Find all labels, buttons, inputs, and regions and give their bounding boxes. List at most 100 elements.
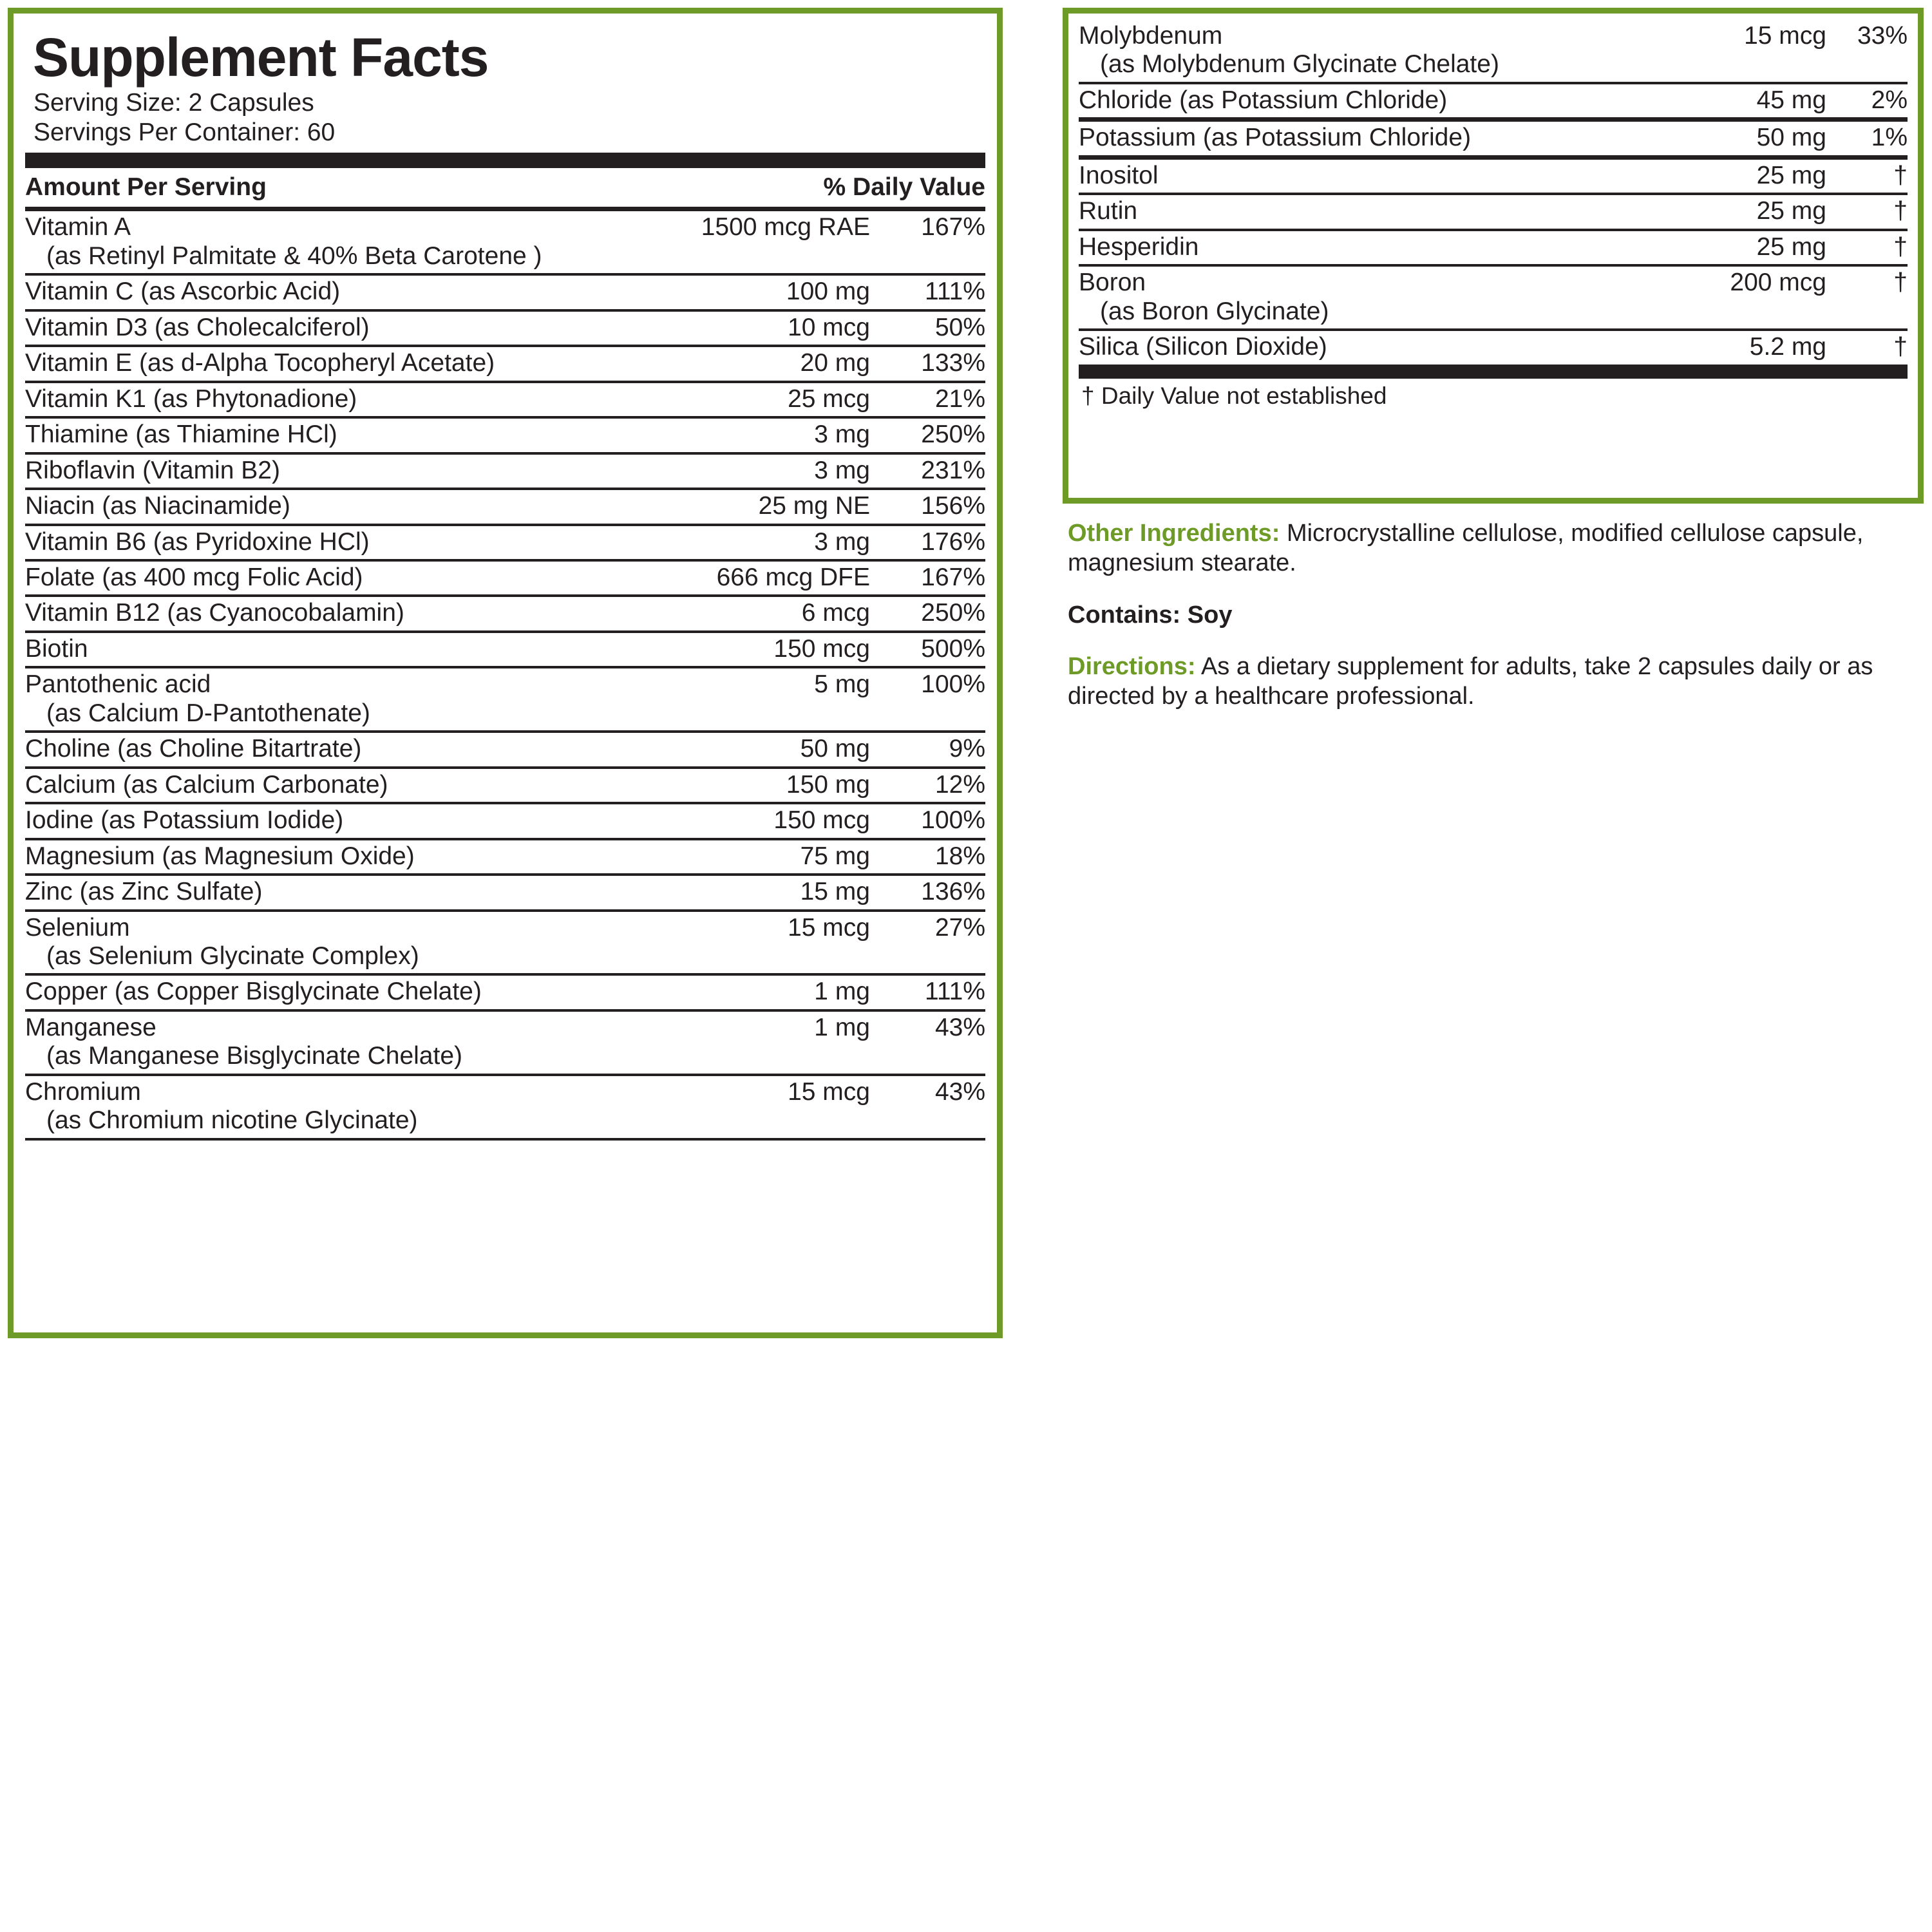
table-row: Iodine (as Potassium Iodide) 150 mcg 100… [25, 802, 985, 839]
nutrient-dv-cell: 18% [873, 837, 985, 875]
nutrient-amount-cell: 15 mcg [1744, 22, 1826, 50]
nutrient-name-cell: Riboflavin (Vitamin B2) [25, 451, 667, 489]
table-row: Magnesium (as Magnesium Oxide) 75 mg 18% [25, 837, 985, 875]
nutrient-name-cell: Vitamin E (as d-Alpha Tocopheryl Acetate… [25, 345, 667, 382]
nutrient-name-cell: Pantothenic acid (as Calcium D-Pantothena… [25, 666, 667, 732]
nutrient-dv-cell: 231% [873, 451, 985, 489]
nutrient-table-right: Molybdenum (as Molybdenum Glycinate Chela… [1079, 20, 1908, 155]
table-header-row: Amount Per Serving % Daily Value [25, 168, 985, 207]
table-row: Hesperidin 25 mg † [1079, 228, 1908, 266]
nutrient-amount-cell: 75 mg [667, 837, 873, 875]
nutrient-amount-cell: 3 mg [667, 523, 873, 561]
table-row: Potassium (as Potassium Chloride) 50 mg … [1079, 117, 1908, 155]
nutrient-dv-cell: 133% [873, 345, 985, 382]
nutrient-name-cell: Vitamin D3 (as Cholecalciferol) [25, 308, 667, 346]
nutrient-amount-cell: 1 mg [667, 973, 873, 1010]
table-row: Pantothenic acid (as Calcium D-Pantothena… [25, 666, 985, 732]
nutrient-dv-cell: 167% [873, 558, 985, 596]
nutrient-name-cell: Copper (as Copper Bisglycinate Chelate) [25, 973, 667, 1010]
nutrient-name-cell: Folate (as 400 mcg Folic Acid) [25, 558, 667, 596]
nutrient-amount-cell: 45 mg [1637, 81, 1830, 120]
nutrient-dv-cell: 43% [873, 1009, 985, 1075]
nutrient-amount-cell: 15 mcg [667, 1073, 873, 1138]
nutrient-dv-cell: † [1830, 264, 1908, 330]
nutrient-name-cell: Biotin [25, 630, 667, 668]
nutrient-amount-cell: 100 mg [667, 273, 873, 310]
other-ingredients-paragraph: Other Ingredients: Microcrystalline cell… [1068, 518, 1924, 578]
nutrient-amount-cell: 150 mg [667, 766, 873, 804]
table-row: Vitamin B6 (as Pyridoxine HCl) 3 mg 176% [25, 523, 985, 561]
table-row: Rutin 25 mg † [1079, 193, 1908, 230]
contains-text: Soy [1187, 601, 1233, 629]
nutrient-dv-cell: 136% [873, 873, 985, 911]
table-row: Boron (as Boron Glycinate) 200 mcg † [1079, 264, 1908, 330]
nutrient-amount-cell: 20 mg [667, 345, 873, 382]
nutrient-dv-cell: 500% [873, 630, 985, 668]
nutrient-name-cell: Chloride (as Potassium Chloride) [1079, 81, 1637, 120]
servings-per-container-line: Servings Per Container: 60 [33, 118, 336, 147]
label-notes-section: Other Ingredients: Microcrystalline cell… [1068, 518, 1924, 712]
page-title: Supplement Facts [33, 27, 489, 88]
nutrient-amount-cell: 25 mg [1756, 161, 1826, 189]
nutrient-rows-left: Vitamin A (as Retinyl Palmitate & 40% Bet… [25, 211, 985, 1138]
table-row: Inositol 25 mg † [1079, 160, 1908, 194]
column-header-daily-value: % Daily Value [823, 173, 985, 202]
nutrient-name-cell: Niacin (as Niacinamide) [25, 488, 667, 525]
other-ingredients-text: Microcrystalline cellulose, modified cel… [1068, 520, 1864, 577]
table-row: Copper (as Copper Bisglycinate Chelate) … [25, 973, 985, 1010]
nutrient-dv-cell: 156% [873, 488, 985, 525]
nutrient-amount-cell: 200 mcg [1637, 264, 1830, 330]
nutrient-name-cell: Chromium (as Chromium nicotine Glycinate) [25, 1073, 667, 1138]
nutrient-dv-cell: 250% [873, 594, 985, 632]
contains-paragraph: Contains: Soy [1068, 600, 1924, 630]
table-row: Selenium (as Selenium Glycinate Complex) … [25, 909, 985, 975]
table-row: Molybdenum (as Molybdenum Glycinate Chela… [1079, 20, 1908, 83]
nutrient-dv-cell: 111% [873, 973, 985, 1010]
nutrient-dv-cell: 21% [873, 380, 985, 418]
table-row: Vitamin D3 (as Cholecalciferol) 10 mcg 5… [25, 308, 985, 346]
nutrient-name-cell: Thiamine (as Thiamine HCl) [25, 416, 667, 453]
nutrient-dv-cell: 111% [873, 273, 985, 310]
table-row: Niacin (as Niacinamide) 25 mg NE 156% [25, 488, 985, 525]
nutrient-name-cell: Inositol [1079, 161, 1159, 189]
table-row: Chromium (as Chromium nicotine Glycinate)… [25, 1073, 985, 1138]
supplement-facts-panel-left: Supplement Facts Serving Size: 2 Capsule… [8, 8, 1003, 1338]
nutrient-dv-cell: 2% [1830, 81, 1908, 120]
nutrient-amount-cell: 150 mcg [667, 630, 873, 668]
nutrient-name-cell: Zinc (as Zinc Sulfate) [25, 873, 667, 911]
contains-label: Contains: [1068, 601, 1181, 629]
nutrient-name-cell: Potassium (as Potassium Chloride) [1079, 117, 1637, 155]
nutrient-amount-cell: 5 mg [667, 666, 873, 732]
nutrient-amount-cell: 50 mg [667, 730, 873, 768]
nutrient-dv-cell: 167% [921, 213, 985, 242]
nutrient-amount-cell: 25 mg [1637, 193, 1830, 230]
table-row: Riboflavin (Vitamin B2) 3 mg 231% [25, 451, 985, 489]
nutrient-dv-cell: 33% [1857, 22, 1908, 50]
nutrient-name-cell: Vitamin B12 (as Cyanocobalamin) [25, 594, 667, 632]
column-header-amount-per-serving: Amount Per Serving [25, 173, 267, 202]
divider-bottom-left-table [25, 1137, 985, 1141]
nutrient-amount-cell: 6 mcg [667, 594, 873, 632]
nutrient-name-cell: Vitamin B6 (as Pyridoxine HCl) [25, 523, 667, 561]
nutrient-name-cell: Manganese (as Manganese Bisglycinate Chel… [25, 1009, 667, 1075]
nutrient-dv-cell: † [1830, 328, 1908, 365]
nutrient-table-left: Amount Per Serving % Daily Value [25, 168, 985, 207]
directions-label: Directions: [1068, 653, 1196, 681]
nutrient-name-cell: Magnesium (as Magnesium Oxide) [25, 837, 667, 875]
divider-thick-bottom-right [1079, 364, 1908, 379]
nutrient-name-cell: Vitamin K1 (as Phytonadione) [25, 380, 667, 418]
nutrient-amount-cell: 1 mg [667, 1009, 873, 1075]
nutrient-table-right-group-b: Inositol 25 mg † Rutin 25 mg † Hesperidi… [1079, 160, 1908, 365]
table-row: Manganese (as Manganese Bisglycinate Chel… [25, 1009, 985, 1075]
table-row: Zinc (as Zinc Sulfate) 15 mg 136% [25, 873, 985, 911]
nutrient-dv-cell: 176% [873, 523, 985, 561]
nutrient-name-cell: Iodine (as Potassium Iodide) [25, 802, 667, 839]
table-row: Vitamin E (as d-Alpha Tocopheryl Acetate… [25, 345, 985, 382]
nutrient-name-cell: Calcium (as Calcium Carbonate) [25, 766, 667, 804]
table-row: Choline (as Choline Bitartrate) 50 mg 9% [25, 730, 985, 768]
nutrient-name-cell: Silica (Silicon Dioxide) [1079, 328, 1637, 365]
nutrient-amount-cell: 15 mcg [667, 909, 873, 975]
nutrient-amount-cell: 25 mg NE [667, 488, 873, 525]
nutrient-dv-cell: † [1830, 228, 1908, 266]
nutrient-dv-cell: 100% [873, 666, 985, 732]
